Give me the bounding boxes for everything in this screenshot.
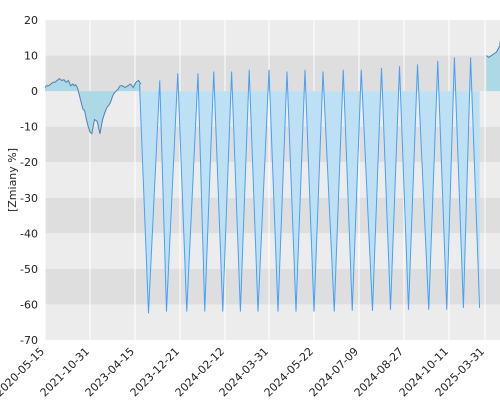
data-series (44, 41, 500, 314)
y-tick-label: 10 (24, 50, 38, 63)
y-tick-label: -70 (20, 334, 38, 347)
background-band (45, 20, 500, 56)
y-tick-label: 20 (24, 14, 38, 27)
series-area (45, 78, 141, 134)
y-tick-labels: 20 10 0 -10 -20 -30 -40 -50 -60 -70 (20, 14, 38, 347)
background-band (45, 233, 500, 269)
end-area (486, 41, 500, 92)
y-tick-label: 0 (31, 85, 38, 98)
x-tick-labels: 2020-05-152021-10-312023-04-152023-12-21… (0, 345, 487, 399)
y-tick-label: -10 (20, 121, 38, 134)
background-band (45, 268, 500, 305)
series-line (44, 78, 142, 135)
spike-line (139, 57, 481, 314)
y-tick-label: -50 (20, 263, 38, 276)
y-tick-label: -40 (20, 227, 38, 240)
y-tick-label: -20 (20, 156, 38, 169)
background-band (45, 304, 500, 340)
y-tick-label: -30 (20, 192, 38, 205)
y-axis-title: [Zmiany %] (6, 148, 19, 212)
background-band (45, 55, 500, 92)
y-tick-label: -60 (20, 298, 38, 311)
